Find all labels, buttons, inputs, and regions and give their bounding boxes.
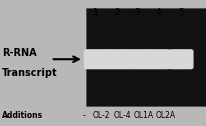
Bar xyxy=(85,8,206,106)
Text: OL-4: OL-4 xyxy=(113,111,130,120)
Text: OL2A: OL2A xyxy=(155,111,175,120)
Text: 2: 2 xyxy=(114,8,119,17)
Text: 4: 4 xyxy=(155,8,160,17)
FancyBboxPatch shape xyxy=(104,49,129,69)
FancyBboxPatch shape xyxy=(145,49,170,69)
FancyBboxPatch shape xyxy=(83,49,108,69)
Text: Additions: Additions xyxy=(2,111,43,120)
Text: R-RNA: R-RNA xyxy=(2,48,36,58)
Text: OL-2: OL-2 xyxy=(92,111,110,120)
FancyBboxPatch shape xyxy=(125,49,149,69)
Text: 3: 3 xyxy=(134,8,140,17)
Text: -: - xyxy=(82,111,85,120)
FancyBboxPatch shape xyxy=(168,49,193,69)
Text: 1: 1 xyxy=(93,8,99,17)
Text: OL1A: OL1A xyxy=(133,111,153,120)
Text: 5: 5 xyxy=(177,8,183,17)
Text: Transcript: Transcript xyxy=(2,68,57,78)
